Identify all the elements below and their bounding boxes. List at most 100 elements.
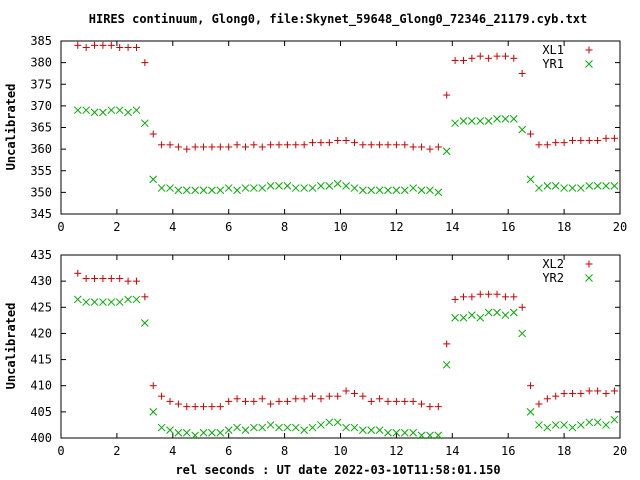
data-point-yr2 (174, 428, 183, 437)
data-point-xl1 (82, 43, 90, 51)
data-point-xl2 (418, 400, 426, 408)
data-point-xl2 (510, 293, 518, 301)
y-tick-label: 350 (30, 185, 52, 199)
data-point-xl2 (367, 397, 375, 405)
data-point-yr2 (484, 308, 493, 317)
data-point-yr1 (509, 114, 518, 123)
data-point-xl2 (292, 395, 300, 403)
data-point-yr2 (417, 431, 426, 440)
data-point-yr1 (166, 184, 174, 192)
data-point-xl1 (267, 141, 275, 149)
data-point-yr2 (266, 421, 275, 429)
data-point-xl2 (241, 397, 249, 405)
data-point-xl1 (384, 141, 392, 149)
data-point-yr1 (107, 106, 116, 115)
data-point-xl1 (535, 141, 543, 149)
data-point-yr1 (442, 147, 451, 156)
panel-bottom: 0 2 4 6 8 10 12 14 16 18 20 400 405 410 415 420 425 430 43… (4, 248, 627, 458)
data-point-xl2 (334, 392, 342, 400)
data-point-xl1 (451, 56, 459, 64)
data-point-yr2 (300, 426, 309, 435)
y-tick-label: 375 (30, 77, 52, 91)
data-point-xl2 (149, 382, 157, 390)
data-point-yr2 (526, 408, 535, 416)
data-point-xl2 (359, 392, 367, 400)
data-point-xl1 (443, 91, 451, 99)
data-point-yr2 (325, 418, 334, 427)
data-point-xl2 (275, 397, 283, 405)
data-point-yr2 (560, 421, 568, 429)
data-point-xl1 (459, 56, 467, 64)
data-point-yr2 (442, 360, 451, 369)
data-point-xl2 (577, 390, 585, 398)
data-point-xl2 (342, 387, 350, 395)
data-point-xl1 (518, 69, 526, 77)
data-point-xl1 (208, 143, 216, 151)
data-point-xl1 (501, 52, 509, 60)
y-axis-label: Uncalibrated (4, 84, 18, 171)
data-point-xl1 (325, 139, 333, 147)
data-point-xl1 (225, 143, 233, 151)
data-point-xl1 (602, 134, 610, 142)
data-point-xl2 (392, 397, 400, 405)
y-tick-label: 345 (30, 207, 52, 221)
data-point-xl1 (124, 43, 132, 51)
x-tick-label: 14 (445, 444, 459, 458)
data-point-xl1 (250, 141, 258, 149)
data-point-xl1 (426, 145, 434, 153)
data-point-xl1 (149, 130, 157, 138)
data-point-xl2 (518, 303, 526, 311)
data-point-xl1 (552, 139, 560, 147)
data-point-yr2 (392, 428, 401, 437)
x-tick-label: 16 (501, 444, 515, 458)
data-point-xl2 (485, 290, 493, 298)
y-tick-label: 410 (30, 379, 52, 393)
data-point-yr1 (99, 108, 107, 117)
x-tick-label: 4 (169, 444, 176, 458)
data-point-xl2 (132, 277, 140, 285)
data-point-yr2 (350, 423, 359, 432)
data-point-yr2 (434, 431, 443, 440)
data-point-xl1 (543, 141, 551, 149)
data-point-yr1 (317, 182, 325, 190)
data-point-xl2 (409, 397, 417, 405)
data-point-yr2 (250, 423, 258, 432)
data-point-xl2 (535, 400, 543, 408)
data-point-xl1 (493, 52, 501, 60)
data-point-xl1 (476, 52, 484, 60)
y-tick-label: 405 (30, 405, 52, 419)
data-point-yr1 (250, 184, 258, 192)
data-point-xl2 (317, 395, 325, 403)
data-point-yr2 (73, 295, 82, 304)
data-point-yr2 (82, 298, 91, 306)
data-point-xl1 (510, 54, 518, 62)
data-point-xl2 (191, 403, 199, 411)
data-point-yr1 (468, 117, 476, 125)
data-point-xl2 (350, 390, 358, 398)
data-point-yr2 (577, 421, 585, 429)
data-point-xl1 (258, 143, 266, 151)
data-point-yr2 (476, 313, 485, 322)
data-point-xl2 (552, 392, 560, 400)
data-point-yr1 (417, 186, 426, 195)
data-point-yr1 (593, 182, 602, 190)
data-point-xl1 (283, 141, 291, 149)
data-point-xl2 (501, 293, 509, 301)
data-point-yr1 (577, 184, 585, 192)
data-point-xl1 (610, 134, 618, 142)
x-tick-label: 18 (557, 220, 571, 234)
data-point-xl2 (493, 290, 501, 298)
data-point-yr2 (342, 423, 350, 432)
data-point-xl1 (334, 136, 342, 144)
x-tick-label: 12 (389, 220, 403, 234)
legend-marker (585, 46, 593, 54)
data-point-yr1 (484, 117, 493, 125)
y-tick-label: 420 (30, 326, 52, 340)
data-point-xl1 (233, 141, 241, 149)
data-point-xl1 (300, 141, 308, 149)
data-point-yr2 (568, 423, 577, 432)
data-point-yr1 (333, 179, 342, 188)
data-point-xl1 (141, 59, 149, 67)
data-point-xl1 (158, 141, 166, 149)
